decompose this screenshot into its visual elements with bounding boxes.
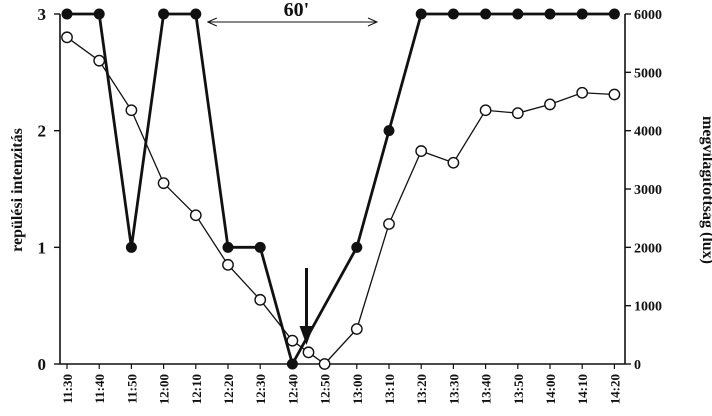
x-tick-label: 12:40 (285, 374, 300, 404)
flight-intensity-point (93, 8, 105, 20)
illuminance-point (576, 86, 589, 99)
flight-intensity-point (351, 241, 363, 253)
y-tick-label-right: 4000 (634, 125, 662, 140)
x-tick-label: 12:10 (189, 374, 204, 404)
x-tick-label: 13:10 (382, 374, 397, 404)
flight-intensity-point (286, 358, 298, 370)
illuminance-point (511, 107, 524, 120)
flight-intensity-point (576, 8, 588, 20)
axes: 0 1 2 3 0 1000 2000 3000 4000 5000 6000 11:30 11:40 1… (38, 5, 663, 404)
flight-intensity-point (222, 241, 234, 253)
y-tick-label-left: 3 (38, 5, 47, 24)
flight-intensity-point (415, 8, 427, 20)
flight-intensity-series-line (67, 12, 615, 368)
illuminance-point (61, 31, 73, 44)
illuminance-point (189, 209, 202, 222)
y-tick-label-left: 0 (38, 355, 47, 374)
flight-intensity-point (480, 8, 492, 20)
flight-intensity-point (158, 8, 170, 20)
x-tick-label: 13:40 (479, 374, 494, 404)
illuminance-point (286, 334, 299, 347)
y-tick-label-right: 1000 (634, 300, 662, 315)
duration-arrow-head-right (367, 17, 379, 27)
annotation-layer (206, 17, 379, 345)
event-arrow-head (299, 326, 314, 345)
illuminance-point (479, 104, 492, 117)
x-tick-label: 13:50 (511, 374, 526, 404)
illuminance-point (544, 98, 556, 111)
flight-intensity-point (544, 8, 556, 20)
x-tick-label: 11:40 (92, 374, 107, 404)
x-tick-label: 14:10 (575, 374, 590, 404)
flight-intensity-point (254, 241, 266, 253)
x-tick-label: 14:00 (543, 374, 558, 404)
flight-intensity-point (190, 8, 202, 20)
series-layer (61, 8, 621, 370)
illuminance-point (383, 218, 395, 230)
illuminance-series-line (66, 36, 615, 365)
illuminance-point (350, 323, 363, 335)
y-tick-label-right: 5000 (634, 66, 662, 81)
flight-intensity-point (608, 8, 620, 20)
x-tick-label: 12:00 (157, 374, 172, 404)
y-tick-label-right: 0 (634, 358, 641, 373)
y-tick-label-left: 2 (38, 122, 47, 141)
flight-intensity-point (125, 241, 137, 253)
flight-intensity-point (512, 8, 524, 20)
illuminance-point (93, 54, 106, 67)
flight-intensity-point (447, 8, 459, 20)
x-tick-label: 12:30 (253, 374, 268, 404)
x-tick-label: 13:20 (414, 374, 429, 404)
flight-intensity-point (61, 8, 73, 20)
x-tick-label: 14:20 (607, 374, 622, 404)
illuminance-point (125, 104, 138, 117)
y-tick-label-right: 2000 (634, 241, 662, 256)
illuminance-point (222, 258, 234, 271)
illuminance-point (157, 177, 170, 190)
illuminance-point (302, 346, 315, 359)
x-tick-label: 12:50 (318, 374, 333, 404)
illuminance-point (415, 145, 428, 157)
x-tick-label: 13:00 (350, 374, 365, 404)
x-tick-label: 11:50 (124, 374, 139, 404)
y-tick-label-left: 1 (38, 238, 47, 257)
illuminance-point (447, 156, 460, 169)
illuminance-point (608, 88, 621, 101)
illuminance-point (254, 293, 267, 306)
y-axis-label-right: megvilágítottság (lux) (699, 116, 712, 264)
x-tick-label: 12:20 (221, 374, 236, 404)
y-axis-label-left: repülési intenzitás (9, 128, 26, 252)
y-tick-label-right: 6000 (634, 8, 662, 23)
illuminance-point (318, 358, 331, 370)
duration-arrow-head-left (206, 17, 218, 27)
x-tick-label: 13:30 (446, 374, 461, 404)
flight-intensity-point (383, 125, 395, 137)
duration-annotation-label: 60' (284, 0, 310, 21)
x-tick-label: 11:30 (60, 374, 75, 404)
y-tick-label-right: 3000 (634, 183, 662, 198)
